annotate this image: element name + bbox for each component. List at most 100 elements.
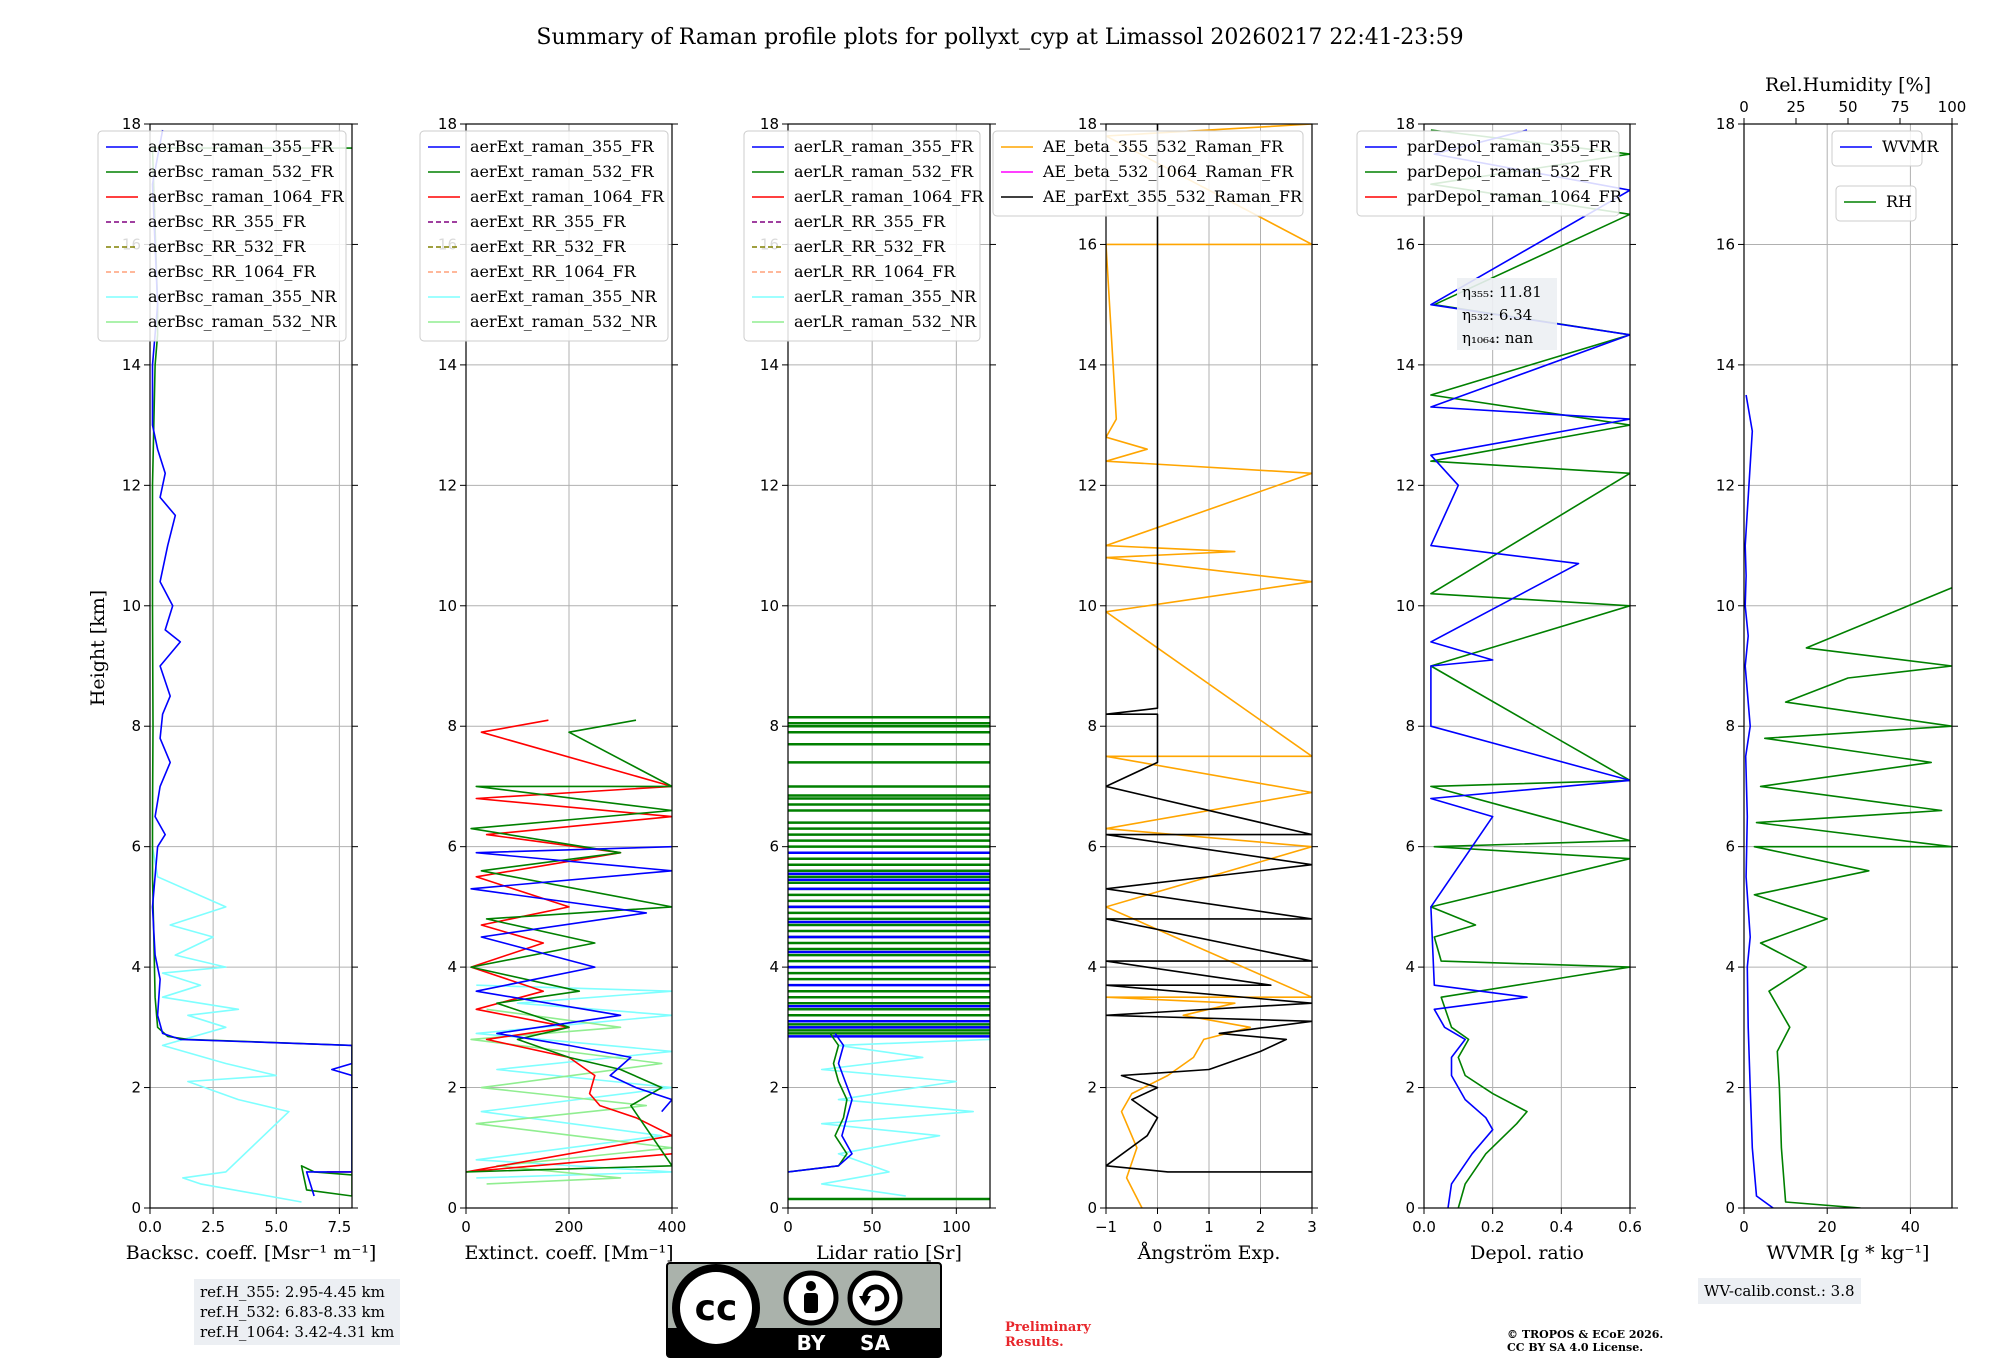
y-tick-label: 6 — [769, 838, 779, 856]
top-x-tick-label: 50 — [1838, 98, 1857, 116]
annotation-eta-2: η₁₀₆₄: nan — [1462, 329, 1533, 347]
legend-box — [1831, 130, 1923, 167]
y-tick-label: 4 — [131, 958, 141, 976]
ref-height-532: ref.H_532: 6.83-8.33 km — [200, 1303, 385, 1321]
preliminary-note: Preliminary Results. — [1005, 1320, 1091, 1350]
y-tick-label: 2 — [769, 1079, 779, 1097]
by-person-body — [804, 1293, 818, 1313]
y-tick-label: 0 — [131, 1199, 141, 1217]
series-line-aerext-raman-355-fr — [470, 845, 672, 1113]
y-tick-label: 10 — [1396, 597, 1415, 615]
y-tick-label: 16 — [1078, 235, 1097, 253]
y-tick-label: 18 — [1716, 115, 1735, 133]
x-tick-label: 0 — [461, 1218, 471, 1236]
y-tick-label: 14 — [1396, 356, 1415, 374]
y-tick-label: 8 — [1087, 717, 1097, 735]
y-tick-label: 10 — [122, 597, 141, 615]
legend-label: aerExt_RR_1064_FR — [470, 262, 637, 281]
by-person-head — [806, 1281, 816, 1291]
sa-arrow-arc — [862, 1284, 890, 1312]
axes-frame — [1743, 123, 1953, 1209]
series-line-rh — [1753, 586, 1952, 1208]
series-line-pardepol-raman-355-fr — [1430, 129, 1630, 1208]
y-tick-label: 8 — [1405, 717, 1415, 735]
y-tick-label: 2 — [1725, 1079, 1735, 1097]
copyright-line-2: CC BY SA 4.0 License. — [1507, 1341, 1644, 1354]
ref-height-355: ref.H_355: 2.95-4.45 km — [200, 1283, 385, 1301]
legend-label: aerBsc_raman_1064_FR — [148, 187, 345, 206]
plot-area-wv — [1744, 394, 1952, 1208]
y-tick-label: 14 — [438, 356, 457, 374]
x-axis-label: Backsc. coeff. [Msr⁻¹ m⁻¹] — [126, 1242, 377, 1264]
wv-calibration-box: WV-calib.const.: 3.8 — [1698, 1278, 1861, 1304]
plot-area-depol — [1430, 129, 1630, 1208]
plot-area-lr — [788, 715, 990, 1201]
x-axis-label: Lidar ratio [Sr] — [816, 1242, 962, 1264]
x-tick-label: 40 — [1901, 1218, 1920, 1236]
legend-lr: aerLR_raman_355_FR aerLR_raman_532_FR aerL… — [743, 130, 984, 342]
y-tick-label: 2 — [131, 1079, 141, 1097]
legend-label: aerExt_raman_532_FR — [470, 162, 655, 181]
y-tick-label: 6 — [1725, 838, 1735, 856]
legend-box — [743, 130, 981, 342]
series-line-wvmr — [1744, 394, 1774, 1208]
axes-frame — [787, 123, 991, 1209]
y-tick-label: 8 — [1725, 717, 1735, 735]
plot-area-ae — [1106, 124, 1312, 1208]
top-x-axis-label: Rel.Humidity [%] — [1765, 74, 1931, 96]
x-axis-label: WVMR [g * kg⁻¹] — [1767, 1242, 1930, 1264]
y-tick-label: 4 — [769, 958, 779, 976]
plot-area-bsc — [151, 129, 352, 1203]
reference-height-box: ref.H_355: 2.95-4.45 km ref.H_532: 6.83-… — [194, 1279, 401, 1345]
y-tick-label: 14 — [122, 356, 141, 374]
y-tick-label: 14 — [1078, 356, 1097, 374]
by-label: BY — [797, 1331, 826, 1355]
annotation-box — [1457, 278, 1557, 350]
y-tick-label: 12 — [122, 476, 141, 494]
legend-label: aerExt_raman_355_NR — [470, 287, 658, 306]
y-tick-label: 2 — [447, 1079, 457, 1097]
panel-lr: 024681012141618050100Lidar ratio [Sr]aer… — [743, 115, 996, 1264]
legend-label: aerLR_raman_532_FR — [794, 162, 974, 181]
series-line-aerlr-raman-355-nr — [820, 1038, 990, 1197]
plot-area-ext — [466, 719, 672, 1185]
x-axis-label: Depol. ratio — [1470, 1242, 1584, 1264]
x-tick-label: 2.5 — [201, 1218, 225, 1236]
x-tick-label: 1 — [1204, 1218, 1214, 1236]
legend-label: aerExt_RR_532_FR — [470, 237, 627, 256]
cc-by-sa-logo: cc BY SA — [666, 1262, 942, 1358]
ref-height-1064: ref.H_1064: 3.42-4.31 km — [200, 1323, 395, 1341]
x-tick-label: 0.0 — [1412, 1218, 1436, 1236]
y-tick-label: 18 — [1396, 115, 1415, 133]
x-tick-label: 5.0 — [264, 1218, 288, 1236]
sa-arrow-head — [859, 1296, 871, 1306]
top-x-tick-label: 100 — [1938, 98, 1967, 116]
legend-bsc: aerBsc_raman_355_FR aerBsc_raman_532_FRae… — [97, 130, 347, 342]
panel-depol: 0 2 4 6 8 10 12 14 16 18 0.0 0.2 0.4 0.6 Depol. ratio p… — [1356, 115, 1642, 1264]
y-tick-label: 16 — [1396, 235, 1415, 253]
y-tick-label: 16 — [1716, 235, 1735, 253]
preliminary-line-1: Preliminary — [1005, 1320, 1091, 1335]
legend-label: parDepol_raman_355_FR — [1407, 137, 1613, 156]
legend-label: AE_beta_355_532_Raman_FR — [1042, 137, 1284, 156]
x-tick-label: 200 — [555, 1218, 584, 1236]
x-axis-label: Extinct. coeff. [Mm⁻¹] — [464, 1242, 673, 1264]
y-tick-label: 14 — [760, 356, 779, 374]
wv-calibration-constant: WV-calib.const.: 3.8 — [1704, 1282, 1855, 1300]
figure-title: Summary of Raman profile plots for polly… — [536, 25, 1463, 50]
y-tick-label: 8 — [131, 717, 141, 735]
y-tick-label: 8 — [447, 717, 457, 735]
legend-label: parDepol_raman_532_FR — [1407, 162, 1613, 181]
legend-label: aerLR_raman_1064_FR — [794, 187, 984, 206]
preliminary-line-2: Results. — [1005, 1335, 1064, 1350]
y-tick-label: 6 — [1087, 838, 1097, 856]
legend-box — [1356, 130, 1620, 217]
y-tick-label: 12 — [1396, 476, 1415, 494]
legend-label: aerExt_raman_1064_FR — [470, 187, 665, 206]
y-axis-label: Height [km] — [87, 590, 109, 706]
y-tick-label: 0 — [1725, 1199, 1735, 1217]
